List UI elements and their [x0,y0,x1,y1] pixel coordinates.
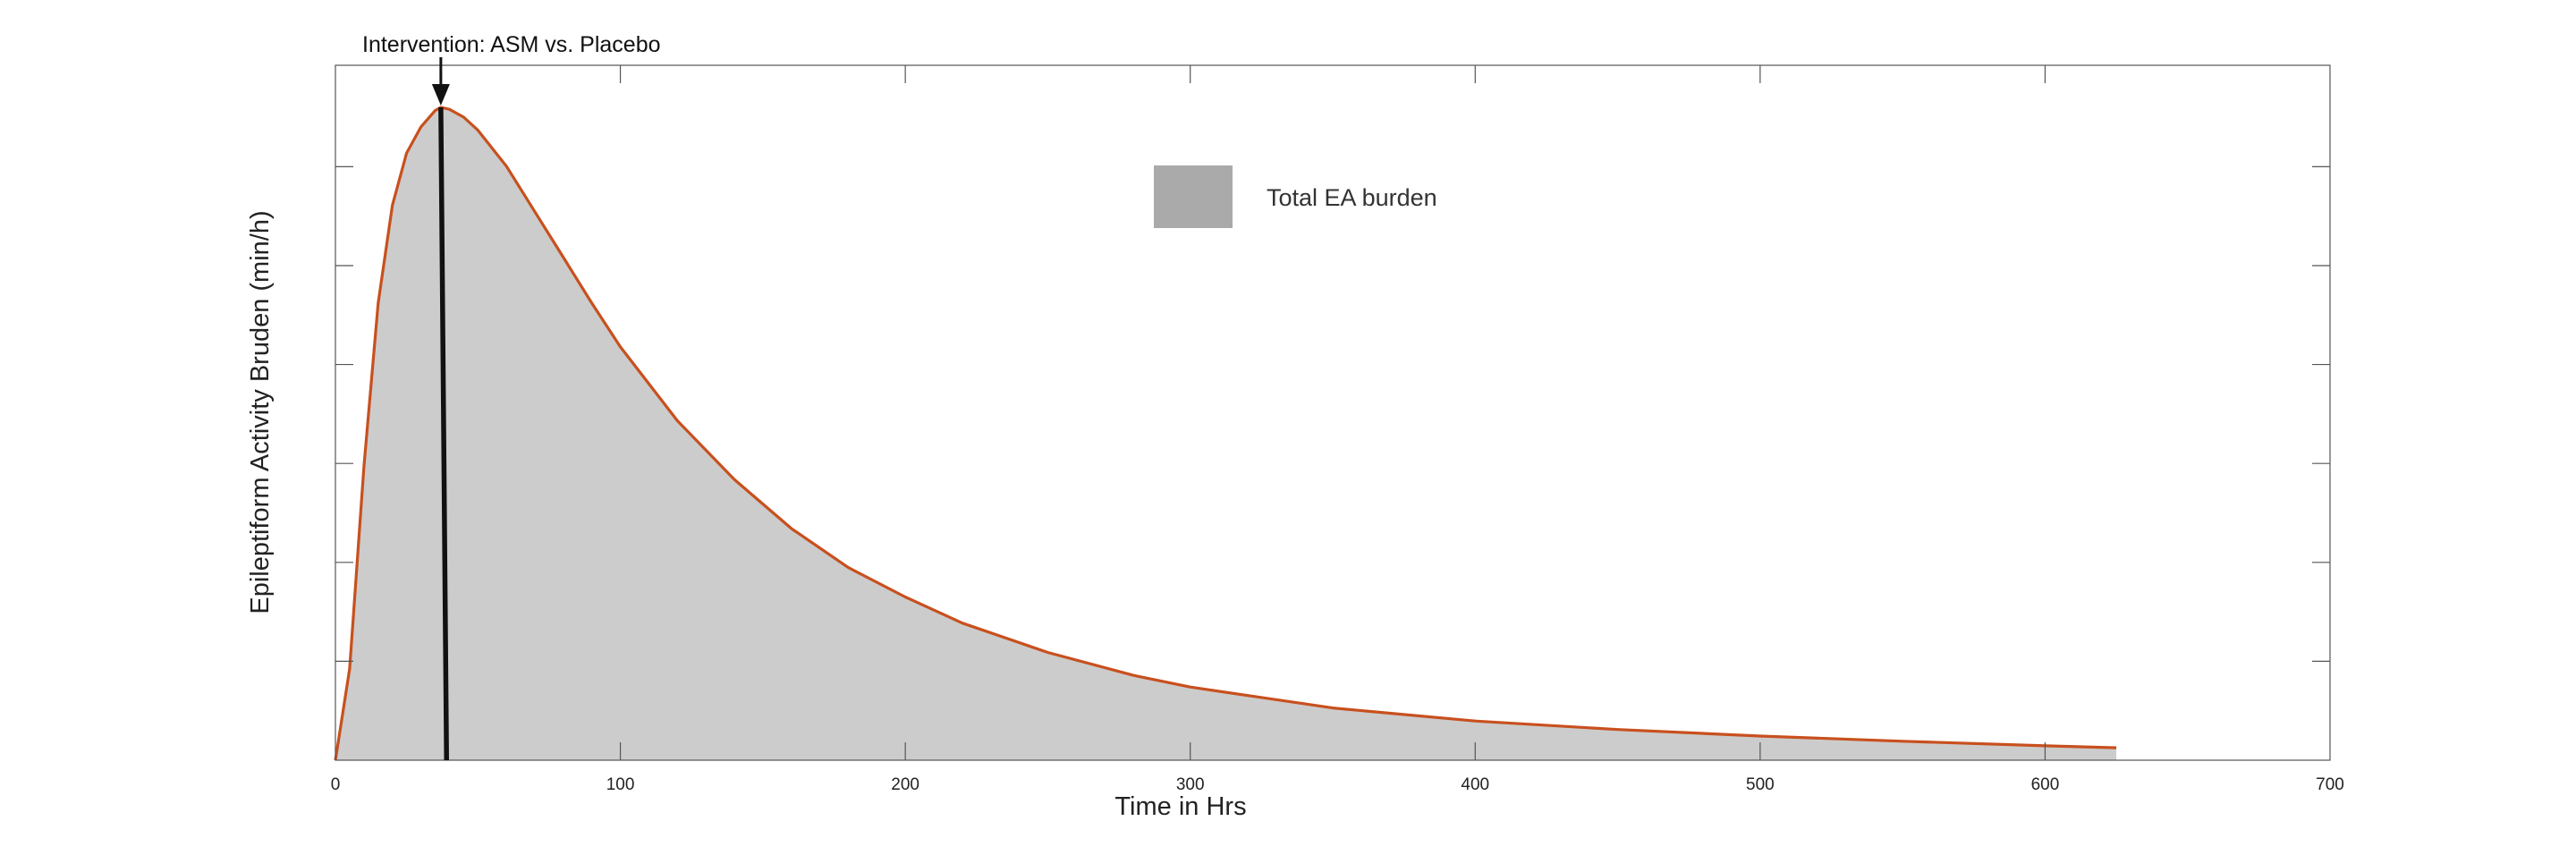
y-axis-label: Epileptiform Activity Bruden (min/h) [246,210,275,614]
labels-layer: Time in Hrs Epileptiform Activity Bruden… [246,210,1247,821]
x-tick-label: 600 [2031,775,2060,794]
x-tick-label: 400 [1461,775,1489,794]
area-layer [334,106,2117,761]
intervention-annotation: Intervention: ASM vs. Placebo [362,32,661,57]
x-tick-label: 100 [606,775,635,794]
legend-swatch-total-ea-burden [1154,165,1233,228]
x-axis-label: Time in Hrs [1114,792,1246,821]
plot-area-frame [335,64,2331,761]
area-fill-total-ea-burden [335,107,2117,760]
intervention-layer: Intervention: ASM vs. Placebo [362,32,661,761]
series-line-total-ea-burden [334,106,2117,761]
x-tick-label: 300 [1176,775,1205,794]
x-tick-label: 500 [1746,775,1775,794]
ticks-layer: 0 100 200 300 400 500 600 700 [331,65,2344,794]
legend: Total EA burden [1154,165,1437,228]
intervention-line [438,106,449,761]
x-tick-label: 0 [331,775,341,794]
x-tick-label: 200 [891,775,919,794]
x-tick-label: 700 [2316,775,2344,794]
intervention-arrow-head [431,84,450,106]
legend-label-total-ea-burden: Total EA burden [1267,184,1437,211]
